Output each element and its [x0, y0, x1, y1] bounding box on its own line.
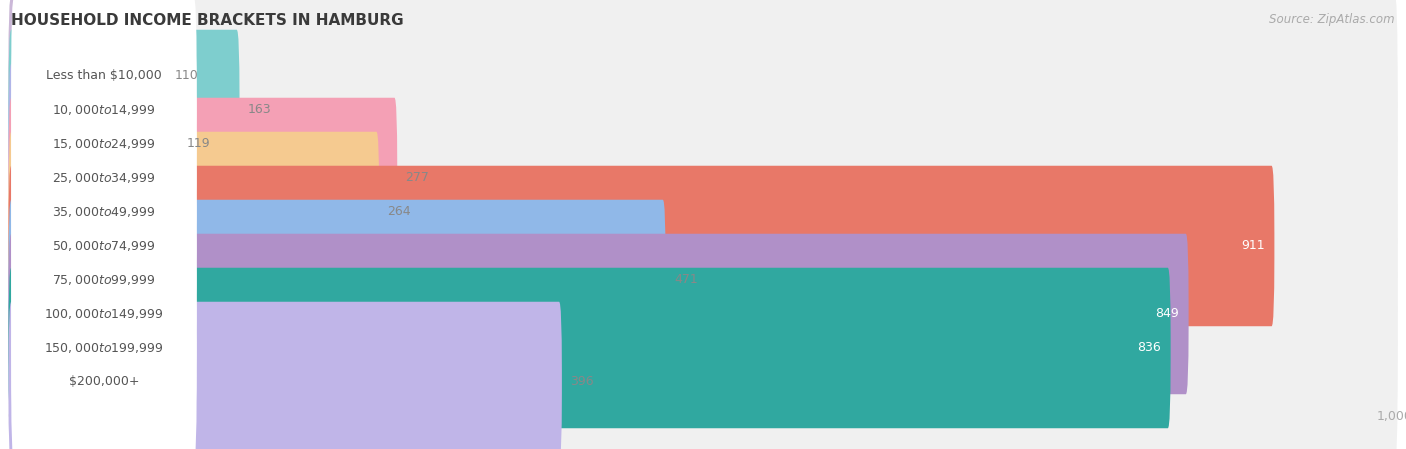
FancyBboxPatch shape — [11, 134, 197, 290]
Text: 396: 396 — [571, 375, 593, 388]
FancyBboxPatch shape — [11, 100, 197, 256]
FancyBboxPatch shape — [8, 64, 179, 224]
Text: $35,000 to $49,999: $35,000 to $49,999 — [52, 205, 156, 219]
FancyBboxPatch shape — [11, 270, 197, 426]
Text: Source: ZipAtlas.com: Source: ZipAtlas.com — [1270, 13, 1395, 26]
FancyBboxPatch shape — [11, 66, 197, 222]
Text: $50,000 to $74,999: $50,000 to $74,999 — [52, 239, 156, 253]
Text: 277: 277 — [405, 172, 429, 185]
Text: 110: 110 — [174, 70, 198, 83]
FancyBboxPatch shape — [11, 32, 197, 188]
FancyBboxPatch shape — [11, 236, 197, 392]
Text: HOUSEHOLD INCOME BRACKETS IN HAMBURG: HOUSEHOLD INCOME BRACKETS IN HAMBURG — [11, 13, 404, 28]
Text: $200,000+: $200,000+ — [69, 375, 139, 388]
FancyBboxPatch shape — [8, 132, 1398, 292]
FancyBboxPatch shape — [11, 0, 197, 154]
Text: Less than $10,000: Less than $10,000 — [46, 70, 162, 83]
Text: 163: 163 — [247, 103, 271, 116]
FancyBboxPatch shape — [8, 200, 1398, 360]
Text: $10,000 to $14,999: $10,000 to $14,999 — [52, 103, 156, 117]
FancyBboxPatch shape — [8, 132, 380, 292]
FancyBboxPatch shape — [8, 200, 665, 360]
Text: $75,000 to $99,999: $75,000 to $99,999 — [52, 273, 156, 287]
Text: 911: 911 — [1241, 239, 1265, 252]
FancyBboxPatch shape — [11, 304, 197, 449]
FancyBboxPatch shape — [8, 166, 1274, 326]
FancyBboxPatch shape — [8, 234, 1188, 394]
FancyBboxPatch shape — [11, 168, 197, 324]
FancyBboxPatch shape — [8, 302, 1398, 449]
Text: 471: 471 — [673, 273, 697, 286]
Text: $25,000 to $34,999: $25,000 to $34,999 — [52, 171, 156, 185]
FancyBboxPatch shape — [8, 98, 398, 258]
Text: 264: 264 — [388, 206, 411, 219]
FancyBboxPatch shape — [8, 0, 1398, 156]
FancyBboxPatch shape — [8, 166, 1398, 326]
FancyBboxPatch shape — [8, 30, 239, 190]
FancyBboxPatch shape — [8, 64, 1398, 224]
Text: $15,000 to $24,999: $15,000 to $24,999 — [52, 137, 156, 151]
FancyBboxPatch shape — [8, 234, 1398, 394]
Text: 836: 836 — [1137, 342, 1161, 355]
FancyBboxPatch shape — [8, 268, 1398, 428]
Text: 119: 119 — [187, 137, 211, 150]
FancyBboxPatch shape — [8, 302, 562, 449]
FancyBboxPatch shape — [8, 268, 1171, 428]
Text: $100,000 to $149,999: $100,000 to $149,999 — [44, 307, 163, 321]
Text: $150,000 to $199,999: $150,000 to $199,999 — [44, 341, 163, 355]
FancyBboxPatch shape — [11, 202, 197, 358]
FancyBboxPatch shape — [8, 98, 1398, 258]
FancyBboxPatch shape — [8, 0, 166, 156]
Text: 849: 849 — [1156, 308, 1178, 321]
FancyBboxPatch shape — [8, 30, 1398, 190]
